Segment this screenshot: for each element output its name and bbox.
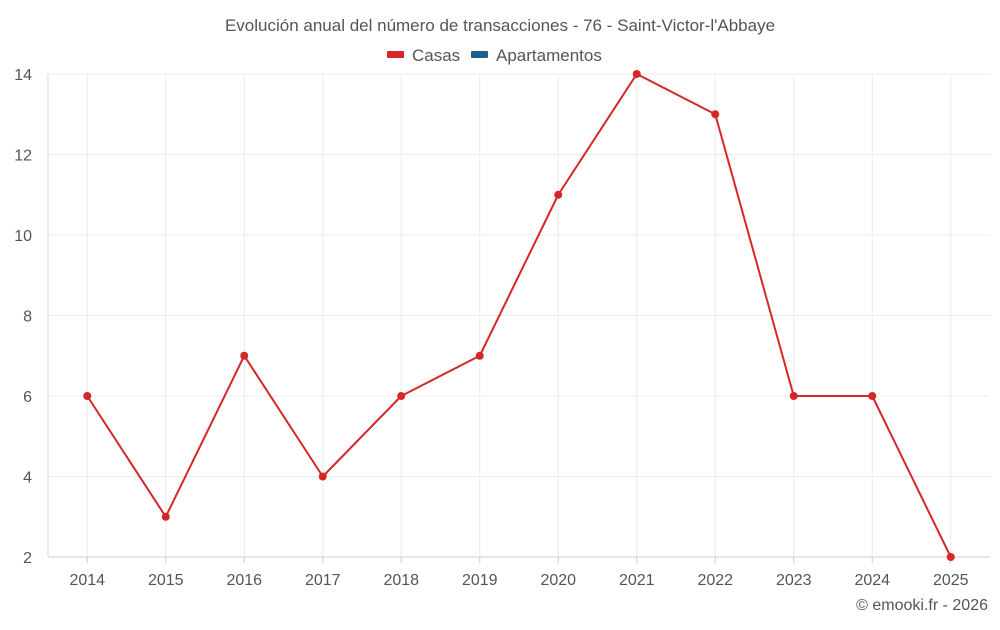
- data-point[interactable]: [946, 553, 955, 561]
- x-tick-label: 2023: [776, 572, 812, 589]
- footer-credit: © emooki.fr - 2026: [856, 597, 988, 614]
- data-point[interactable]: [554, 190, 563, 199]
- x-tick-label: 2022: [697, 572, 733, 589]
- legend-item-apartamentos[interactable]: Apartamentos: [471, 46, 602, 65]
- data-point[interactable]: [632, 70, 641, 78]
- data-point[interactable]: [868, 392, 877, 400]
- y-axis: 2 4 6 8 10 12 14: [14, 67, 49, 567]
- x-tick-label: 2017: [305, 572, 341, 589]
- data-point[interactable]: [318, 472, 327, 481]
- x-tick-label: 2015: [148, 572, 184, 589]
- data-point[interactable]: [161, 512, 170, 521]
- x-tick-label: 2016: [226, 572, 262, 589]
- legend-swatch-apartamentos: [471, 51, 488, 58]
- y-tick-label: 4: [23, 470, 32, 487]
- y-tick-label: 14: [14, 67, 32, 84]
- x-tick-label: 2021: [619, 572, 655, 589]
- x-tick-label: 2019: [462, 572, 498, 589]
- x-tick-label: 2018: [383, 572, 419, 589]
- y-tick-label: 8: [23, 309, 32, 326]
- x-axis: 2014 2015 2016 2017 2018 2019 2020 2021 2022 2023…: [48, 556, 990, 589]
- x-tick-label: 2025: [933, 572, 969, 589]
- legend-item-casas[interactable]: Casas: [387, 46, 460, 65]
- y-tick-label: 6: [23, 389, 32, 406]
- legend: Casas Apartamentos: [387, 46, 602, 65]
- x-tick-label: 2014: [69, 572, 105, 589]
- legend-label-casas: Casas: [412, 46, 460, 65]
- chart-title: Evolución anual del número de transaccio…: [225, 16, 775, 35]
- legend-label-apartamentos: Apartamentos: [496, 46, 602, 65]
- data-point[interactable]: [711, 110, 720, 119]
- data-point[interactable]: [789, 392, 798, 400]
- x-tick-label: 2020: [540, 572, 576, 589]
- y-tick-label: 2: [23, 550, 32, 567]
- series-layer: [83, 70, 955, 561]
- grid-lines: [48, 73, 990, 558]
- y-tick-label: 10: [14, 228, 32, 245]
- y-tick-label: 12: [14, 148, 32, 165]
- series-line-casas: [86, 73, 952, 558]
- data-point[interactable]: [240, 351, 249, 360]
- data-point[interactable]: [83, 392, 92, 400]
- legend-swatch-casas: [387, 51, 404, 58]
- data-point[interactable]: [475, 351, 484, 360]
- x-tick-label: 2024: [854, 572, 890, 589]
- data-point[interactable]: [397, 392, 406, 400]
